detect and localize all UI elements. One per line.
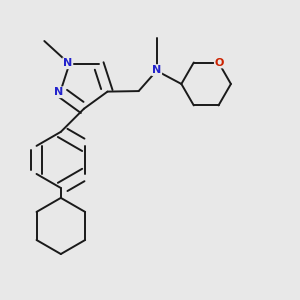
Text: N: N [63,58,72,68]
Text: O: O [215,58,224,68]
Text: N: N [54,87,63,97]
Text: N: N [152,65,161,75]
